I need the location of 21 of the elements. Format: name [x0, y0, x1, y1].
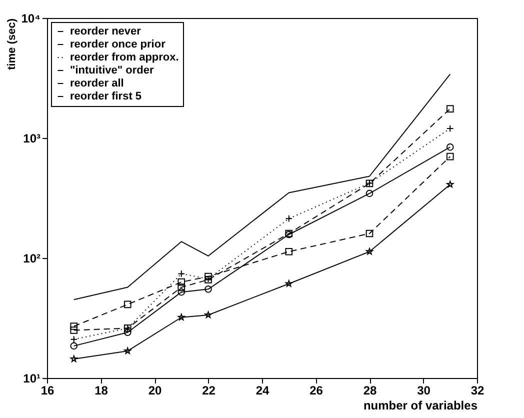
- x-tick-label: 16: [40, 384, 54, 398]
- y-tick-label: 10²: [23, 252, 41, 266]
- x-tick-label: 22: [202, 384, 216, 398]
- legend-label: reorder first 5: [70, 90, 142, 102]
- legend-label: "intuitive" order: [70, 64, 154, 76]
- x-tick-label: 32: [470, 384, 484, 398]
- y-tick-label: 10⁴: [21, 12, 41, 26]
- x-tick-label: 30: [417, 384, 431, 398]
- legend-label: reorder from approx.: [70, 52, 179, 64]
- legend-label: reorder never: [70, 26, 142, 38]
- legend-label: reorder all: [70, 78, 124, 90]
- y-tick-label: 10¹: [23, 372, 41, 386]
- x-tick-label: 24: [256, 384, 270, 398]
- x-tick-label: 20: [148, 384, 162, 398]
- x-tick-label: 28: [363, 384, 377, 398]
- y-axis-title: time (sec): [6, 18, 18, 70]
- x-tick-label: 18: [94, 384, 108, 398]
- x-tick-label: 26: [310, 384, 324, 398]
- x-axis-title: number of variables: [363, 398, 478, 412]
- legend-label: reorder once prior: [70, 38, 166, 50]
- y-tick-label: 10³: [23, 132, 41, 146]
